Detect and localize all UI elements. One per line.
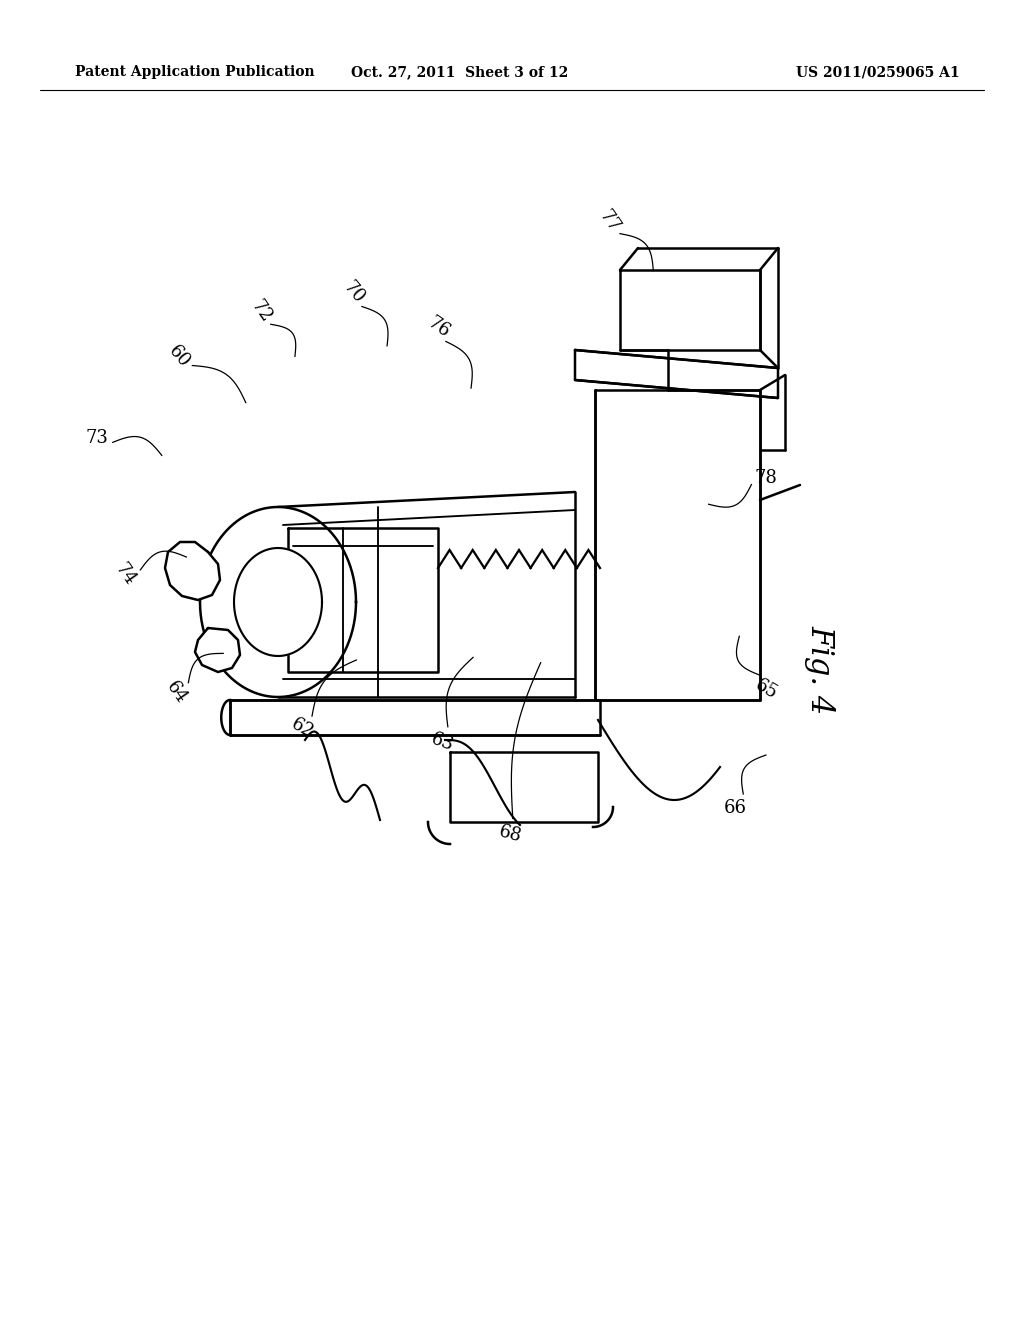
Text: 78: 78 [755,469,777,487]
Text: Patent Application Publication: Patent Application Publication [75,65,314,79]
Text: 64: 64 [162,678,190,708]
Polygon shape [620,271,760,350]
Text: 73: 73 [86,429,109,447]
Polygon shape [278,492,575,697]
Polygon shape [200,507,356,697]
Polygon shape [165,543,220,601]
Polygon shape [234,548,322,656]
Text: Oct. 27, 2011  Sheet 3 of 12: Oct. 27, 2011 Sheet 3 of 12 [351,65,568,79]
Text: 74: 74 [111,560,139,589]
Text: 76: 76 [424,313,453,342]
Text: 65: 65 [752,676,780,702]
Polygon shape [595,389,760,700]
Text: US 2011/0259065 A1: US 2011/0259065 A1 [797,65,961,79]
Text: 77: 77 [595,207,624,236]
Text: 66: 66 [724,799,746,817]
Text: 68: 68 [497,822,523,846]
Polygon shape [575,350,778,399]
Polygon shape [230,700,600,735]
Text: 72: 72 [247,297,275,326]
Text: 60: 60 [165,342,194,371]
Text: 62: 62 [288,715,316,742]
Text: 70: 70 [339,279,368,308]
Text: 63: 63 [428,730,457,754]
Polygon shape [450,752,598,822]
Polygon shape [288,528,438,672]
Text: Fig. 4: Fig. 4 [805,626,836,714]
Polygon shape [195,628,240,672]
